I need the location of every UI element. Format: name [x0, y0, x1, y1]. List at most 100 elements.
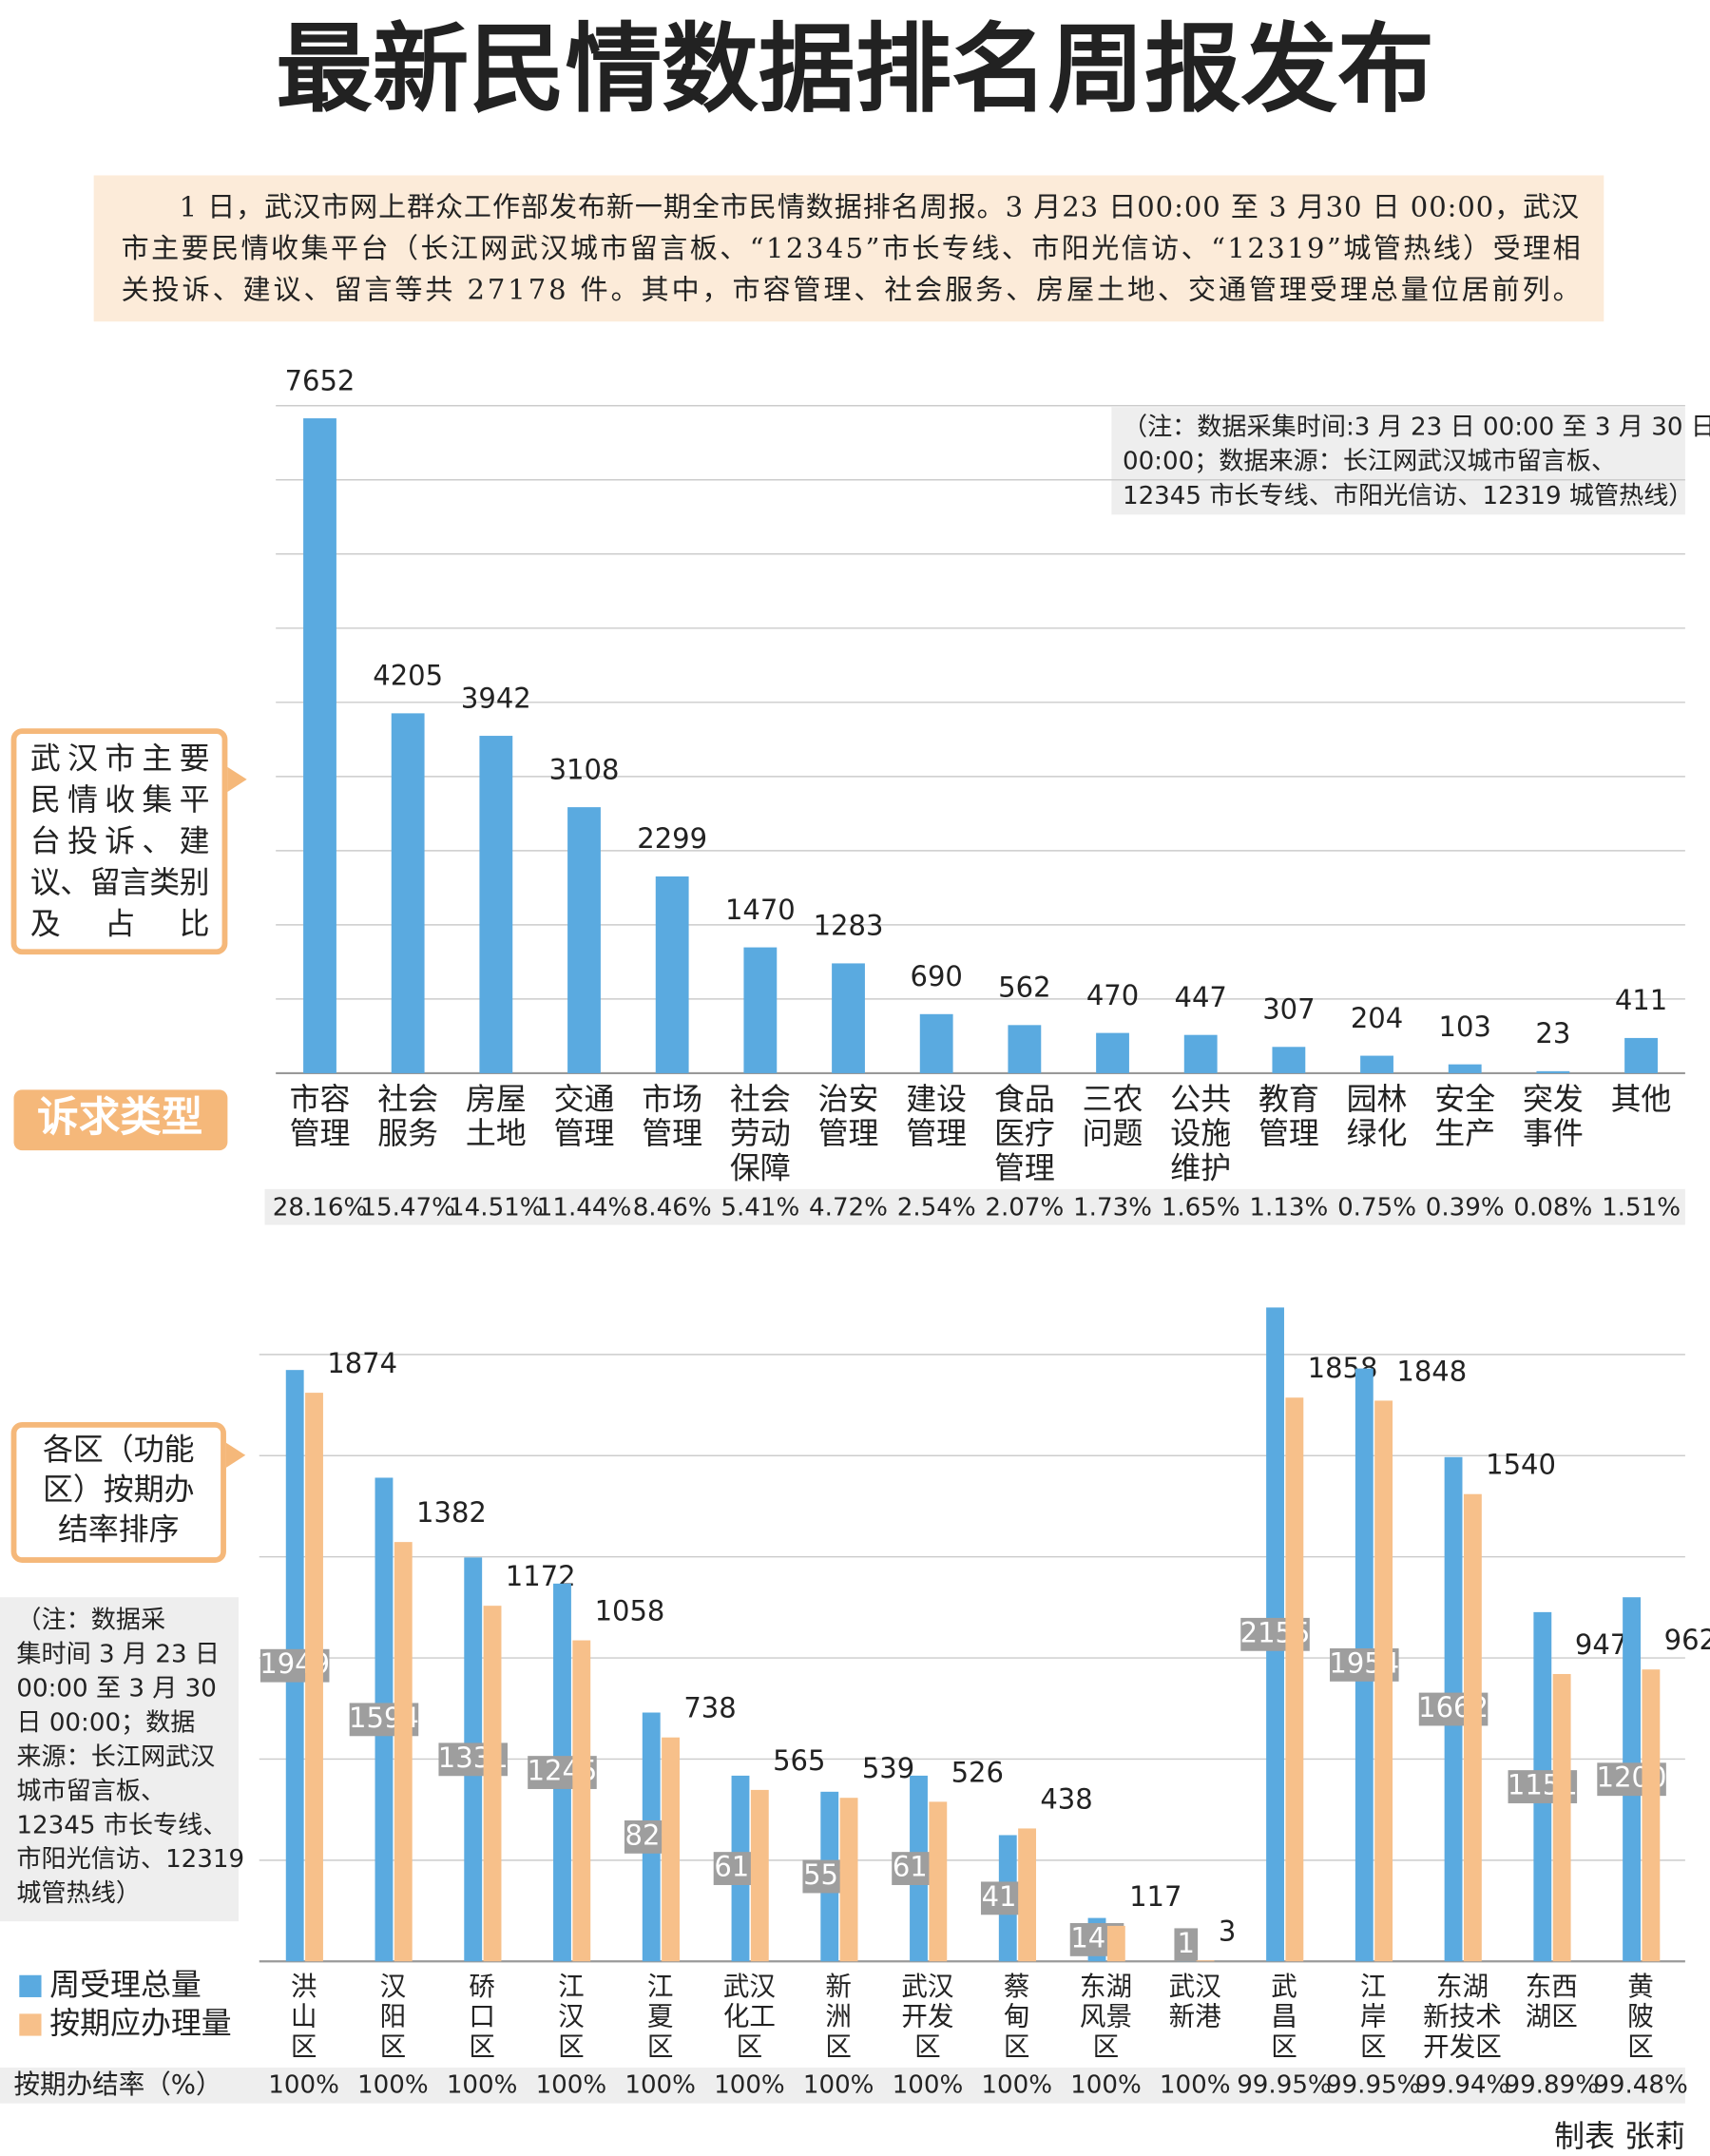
x-tick-label: 夏	[647, 2002, 674, 2032]
bar	[1096, 1032, 1129, 1073]
x-tick-label: 开发区	[1423, 2032, 1502, 2063]
badge	[13, 1089, 228, 1151]
share-label: 14.51%	[449, 1194, 544, 1222]
label-line: 教育	[1258, 1081, 1319, 1117]
x-tick-label: 区	[1093, 2032, 1120, 2063]
bar	[655, 876, 689, 1073]
value-label: 103	[1439, 1011, 1491, 1043]
x-tick-label: 新	[825, 1972, 852, 2002]
x-tick-label: 阳	[380, 2002, 407, 2032]
x-tick-label: 区	[1360, 2032, 1387, 2063]
bar	[832, 963, 865, 1073]
legend-label: 周受理总量	[49, 1966, 202, 2002]
label-line: 其他	[1611, 1081, 1672, 1117]
label-line: 治安	[818, 1081, 879, 1117]
x-tick-label: 区	[825, 2032, 852, 2063]
label-line: 社会	[377, 1081, 438, 1117]
bar	[1360, 1055, 1393, 1073]
text-line: 日 00:00；数据	[16, 1708, 195, 1737]
value-label-box	[1174, 1928, 1199, 1962]
x-tick-label: 江	[1360, 1972, 1387, 2002]
rate-label: 100%	[893, 2070, 964, 2099]
x-tick-label: 洪	[291, 1972, 317, 2002]
label-line: 交通	[554, 1081, 615, 1117]
rate-label: 100%	[803, 2070, 874, 2099]
value-label: 1540	[1486, 1449, 1556, 1481]
value-label: 738	[683, 1692, 736, 1724]
label-line: 房屋	[466, 1081, 527, 1117]
rate-title: 按期办结率（%）	[14, 2069, 222, 2100]
x-tick-label: 东湖	[1080, 1972, 1132, 2002]
intro-box	[93, 175, 1604, 322]
x-tick-label: 武汉	[1169, 1972, 1221, 2002]
bar	[750, 1789, 769, 1962]
text-line: 民情收集平	[30, 781, 210, 818]
x-tick-label: 区	[1004, 2032, 1030, 2063]
text-line: 来源：长江网武汉	[16, 1742, 215, 1771]
intro-line: 市主要民情收集平台（长江网武汉城市留言板、“12345”市长专线、市阳光信访、“…	[122, 232, 1581, 264]
x-tick-label: 武	[1271, 1972, 1297, 2002]
value-label: 438	[1040, 1782, 1092, 1815]
rate-label: 99.48%	[1593, 2070, 1688, 2099]
bar	[1018, 1828, 1037, 1962]
label-line: 生产	[1434, 1115, 1495, 1151]
bar	[305, 1393, 323, 1962]
x-tick-label: 市场管理	[642, 1081, 702, 1151]
value-label: 3	[1219, 1915, 1236, 1947]
side-box	[10, 1421, 226, 1563]
label-line: 服务	[377, 1115, 438, 1151]
share-label: 1.65%	[1162, 1194, 1240, 1222]
value-label: 690	[911, 960, 963, 992]
text-line: 及占比	[30, 906, 210, 942]
label-line: 管理	[994, 1149, 1055, 1185]
text-line: 各区（功能	[43, 1431, 195, 1467]
value-label: 117	[1129, 1880, 1182, 1913]
page-title: 最新民情数据排名周报发布	[276, 12, 1434, 125]
rate-label: 100%	[1070, 2070, 1142, 2099]
bar	[391, 713, 425, 1073]
rate-label: 100%	[714, 2070, 785, 2099]
bar	[662, 1737, 680, 1962]
bar	[1552, 1673, 1571, 1962]
bar	[919, 1013, 953, 1073]
text-line: 集时间 3 月 23 日	[16, 1640, 220, 1668]
x-tick-label: 昌	[1271, 2002, 1297, 2032]
bar	[567, 807, 601, 1073]
bar	[572, 1640, 591, 1962]
x-tick-label: 湖区	[1526, 2002, 1578, 2032]
label-line: 建设	[906, 1081, 967, 1117]
label-line: 突发	[1523, 1081, 1584, 1117]
legend-label: 按期应办理量	[49, 2005, 231, 2041]
label-line: 绿化	[1347, 1115, 1408, 1151]
rate-label: 100%	[1160, 2070, 1231, 2099]
x-tick-label: 江	[647, 1972, 674, 2002]
x-tick-label: 区	[737, 2032, 763, 2063]
x-tick-label: 口	[469, 2002, 495, 2032]
value-label: 562	[998, 972, 1050, 1004]
text-line: （注：数据采集时间:3 月 23 日 00:00 至 3 月 30 日	[1123, 413, 1710, 441]
bar	[1448, 1064, 1482, 1073]
bar	[1285, 1397, 1304, 1962]
rate-label: 99.94%	[1415, 2070, 1510, 2099]
value-label: 470	[1086, 979, 1139, 1011]
x-tick-label: 甸	[1004, 2002, 1030, 2032]
bar	[394, 1542, 413, 1962]
label-line: 土地	[466, 1115, 527, 1151]
x-tick-label: 突发事件	[1523, 1081, 1584, 1151]
rate-row	[0, 2067, 1685, 2104]
rate-label: 100%	[624, 2070, 696, 2099]
x-tick-label: 食品医疗管理	[994, 1081, 1055, 1186]
value-label: 307	[1262, 993, 1315, 1026]
label-line: 园林	[1347, 1081, 1408, 1117]
share-label: 0.39%	[1426, 1194, 1505, 1222]
bar	[1008, 1025, 1042, 1073]
text-line: 12345 市长专线、市阳光信访、12319 城管热线）	[1123, 482, 1693, 510]
x-tick-label: 其他	[1611, 1081, 1672, 1117]
share-label: 1.13%	[1249, 1194, 1328, 1222]
x-tick-label: 区	[291, 2032, 317, 2063]
share-label: 8.46%	[633, 1194, 712, 1222]
x-tick-label: 汉	[380, 1972, 407, 2002]
x-tick-label: 开发	[901, 2002, 953, 2032]
label-line: 维护	[1170, 1149, 1231, 1185]
